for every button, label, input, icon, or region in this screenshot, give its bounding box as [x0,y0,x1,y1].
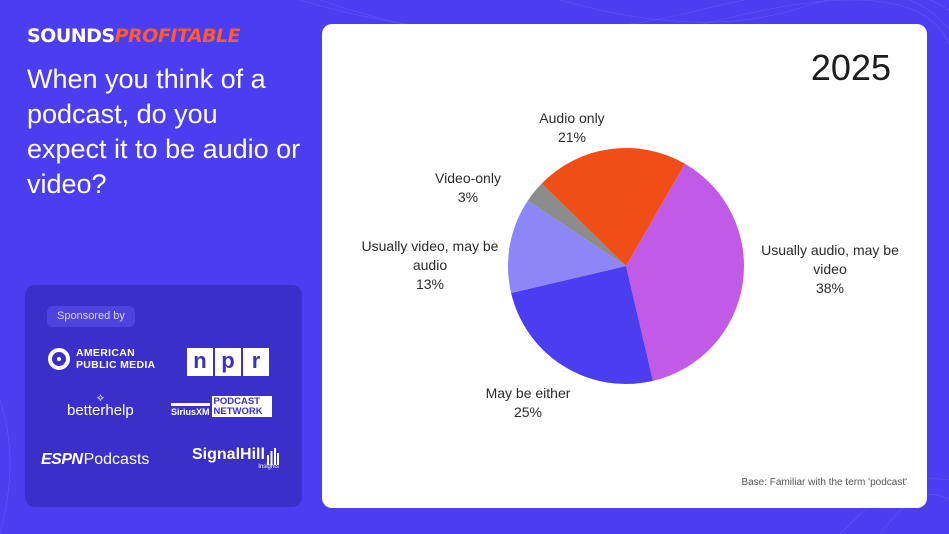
espn-podcasts-logo: ESPNPodcasts [41,451,150,468]
pie-slice-may-be-either [511,266,653,384]
siriusxm-podcast-network-logo: SiriusXM PODCAST NETWORK [171,396,272,417]
slice-label-usually-video: Usually video, may be audio 13% [361,238,499,292]
american-public-media-logo: AMERICAN PUBLIC MEDIA [48,347,168,371]
slice-label-usually-audio: Usually audio, may be video 38% [761,242,899,296]
pie-slice-video-only [527,183,626,266]
slice-label-video-only: Video-only 3% [435,170,501,205]
betterhelp-icon: ⟡ [96,392,104,404]
chart-card: 2025 Usually audio, may be video 38% May … [322,24,927,508]
slice-label-may-be-either: May be either 25% [485,385,571,420]
pie-chart [508,148,745,384]
betterhelp-logo: ⟡ betterhelp [67,392,134,419]
survey-question: When you think of a podcast, do you expe… [27,64,301,199]
pie-slice-audio-only [541,148,685,266]
apm-icon [48,348,70,370]
slice-label-audio-only: Audio only 21% [539,110,605,145]
brand-logo: SOUNDSPROFITABLE [27,25,241,47]
chart-title: 2025 [810,47,891,88]
pie-slice-usually-audio-may-be-video [626,163,745,381]
signalhill-insights-logo: SignalHill Insights [192,446,279,470]
sponsored-by-label: Sponsored by [47,306,135,327]
base-note: Base: Familiar with the term 'podcast' [741,477,907,488]
pie-slice-usually-video-may-be-audio [508,200,626,293]
